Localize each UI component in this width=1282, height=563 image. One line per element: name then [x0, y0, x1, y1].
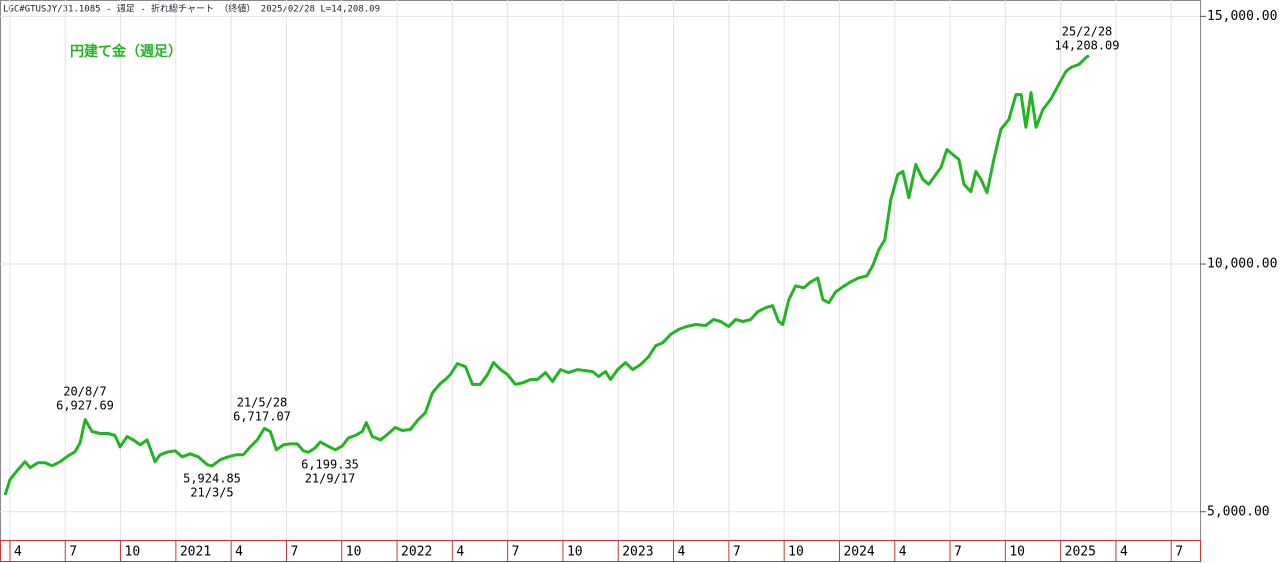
data-line [3, 54, 1090, 496]
x-tick-label: 4 [678, 545, 686, 560]
x-tick-label: 7 [1175, 545, 1183, 560]
x-tick-label: 4 [899, 545, 907, 560]
annotation: 21/9/17 [305, 472, 356, 486]
annotation: 21/3/5 [190, 486, 233, 500]
x-tick-label: 4 [1120, 545, 1128, 560]
annotation: 6,717.07 [233, 410, 291, 424]
x-tick-label: 10 [567, 545, 583, 560]
x-tick-label: 2021 [180, 545, 211, 560]
x-axis-band [0, 540, 1201, 562]
x-tick-label: 10 [788, 545, 804, 560]
x-tick-label: 7 [954, 545, 962, 560]
chart-title: LGC#GTUSJY/31.1085 - 週足 - 折れ線チャート （終値） 2… [3, 3, 380, 15]
x-tick-label: 10 [125, 545, 141, 560]
annotation: 21/5/28 [237, 396, 288, 410]
annotation: 5,924.85 [183, 472, 241, 486]
y-tick-label: 15,000.00 [1207, 9, 1277, 24]
y-tick-label: 5,000.00 [1207, 504, 1270, 519]
labels: 5,000.00 10,000.00 15,000.00 4 7 10 2021 4 7 10 20… [9, 9, 1277, 561]
x-tick-label: 7 [69, 545, 77, 560]
x-tick-label: 7 [733, 545, 741, 560]
grid [0, 0, 1200, 540]
x-tick-label: 2023 [622, 545, 653, 560]
x-tick-label: 7 [290, 545, 298, 560]
x-tick-label: 4 [456, 545, 464, 560]
marks [3, 54, 1090, 496]
x-tick-label: 10 [1009, 545, 1025, 560]
y-tick-label: 10,000.00 [1207, 257, 1277, 272]
annotation: 20/8/7 [63, 385, 106, 399]
x-tick-label: 2022 [401, 545, 432, 560]
x-tick-label: 10 [346, 545, 362, 560]
annotation: 6,199.35 [301, 458, 359, 472]
annotation: 6,927.69 [56, 399, 114, 413]
legend-label: 円建て金（週足） [70, 43, 182, 60]
x-tick-label: 4 [14, 545, 22, 560]
x-tick-label: 2025 [1065, 545, 1096, 560]
x-tick-label: 4 [235, 545, 243, 560]
x-tick-label: 2024 [843, 545, 874, 560]
annotation: 25/2/28 [1062, 25, 1113, 39]
x-tick-label: 7 [512, 545, 520, 560]
plot-area [0, 0, 1201, 541]
annotation: 14,208.09 [1054, 39, 1119, 53]
